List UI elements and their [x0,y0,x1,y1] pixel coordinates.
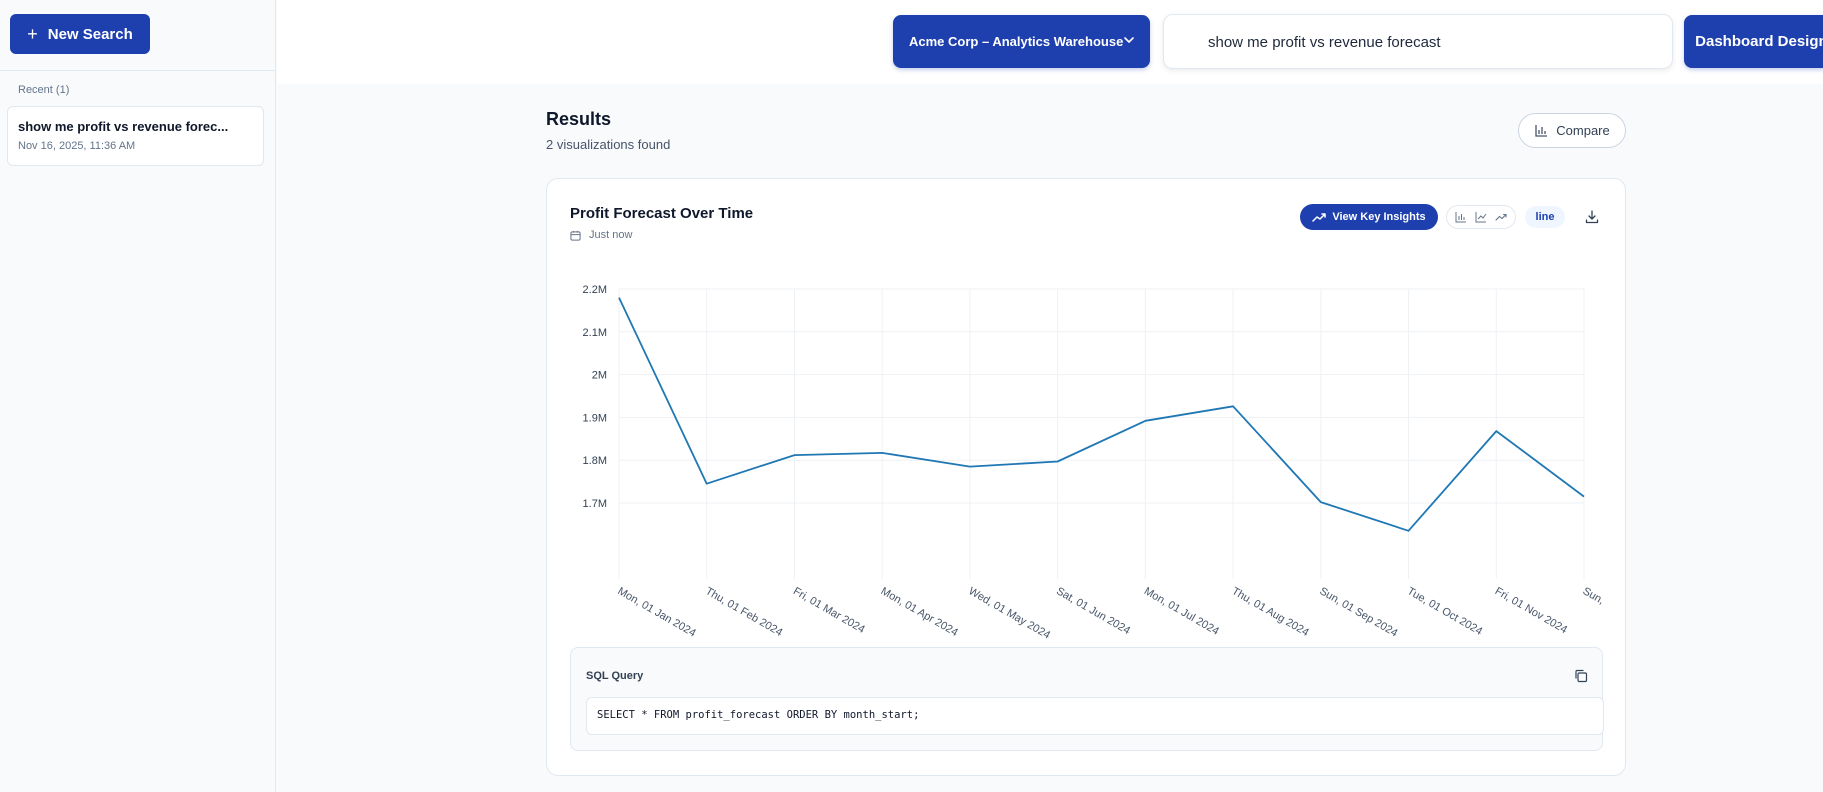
results-title: Results [546,109,612,129]
bar-chart-icon [1535,124,1548,137]
y-tick-label: 2.2M [583,284,607,296]
series-line-profit [618,297,1585,532]
sidebar-divider [0,70,276,71]
card-title: Profit Forecast Over Time [570,205,754,222]
database-selector[interactable]: Acme Corp – Analytics Warehouse [893,15,1150,68]
compare-label: Compare [1556,123,1610,138]
database-label: Acme Corp – Analytics Warehouse [909,34,1124,49]
sql-query-label: SQL Query [586,670,644,682]
timestamp-text: Just now [589,229,633,241]
results-count: 2 visualizations found [546,137,671,152]
x-tick-label: Thu, 01 Feb 2024 [703,585,784,639]
y-tick-label: 1.9M [583,412,607,424]
line-chart-icon[interactable] [1471,207,1491,227]
sql-query-code: SELECT * FROM profit_forecast ORDER BY m… [586,697,1604,735]
search-query-box[interactable] [1163,14,1673,69]
dashboard-designer-button[interactable]: Dashboard Designer [1684,15,1823,68]
x-axis-labels: Mon, 01 Jan 2024 Thu, 01 Feb 2024 Fri, 01 … [616,585,1628,641]
x-tick-label: Thu, 01 Aug 2024 [1230,585,1311,639]
recent-search-title: show me profit vs revenue forec... [18,119,229,134]
plus-icon: + [27,24,38,44]
x-tick-label: Mon, 01 Jul 2024 [1142,585,1221,638]
recent-label: Recent (1) [18,84,70,96]
download-icon[interactable] [1580,205,1604,229]
x-tick-label: Mon, 01 Jan 2024 [616,585,698,639]
x-tick-label: Tue, 01 Oct 2024 [1405,585,1484,638]
top-bar: Acme Corp – Analytics Warehouse Dashboar… [277,0,1823,84]
calendar-icon [570,230,581,241]
chart-type-toggle [1446,205,1516,229]
insights-label: View Key Insights [1332,211,1426,223]
new-search-button[interactable]: + New Search [10,14,150,54]
chevron-down-icon [1124,37,1134,43]
y-tick-label: 2.1M [583,327,607,339]
y-tick-label: 1.8M [583,455,607,467]
chart-type-badge: line [1525,206,1565,228]
x-tick-label: Sat, 01 Jun 2024 [1054,585,1132,637]
sql-query-panel: SQL Query SELECT * FROM profit_forecast … [570,647,1604,751]
trend-chart-icon[interactable] [1491,207,1511,227]
y-tick-label: 1.7M [583,498,607,510]
x-tick-label: Fri, 01 Mar 2024 [791,585,867,636]
copy-icon[interactable] [1571,666,1591,686]
y-tick-label: 2M [592,370,607,382]
visualization-card: Profit Forecast Over Time Just now View … [546,178,1626,776]
recent-search-item[interactable]: show me profit vs revenue forec... Nov 1… [7,106,264,166]
x-tick-label: Wed, 01 May 2024 [966,585,1052,641]
x-tick-label: Fri, 01 Nov 2024 [1493,585,1569,636]
compare-button[interactable]: Compare [1518,113,1626,148]
bar-chart-icon[interactable] [1451,207,1471,227]
view-key-insights-button[interactable]: View Key Insights [1300,204,1438,230]
search-input[interactable] [1208,31,1648,53]
sidebar: + New Search Recent (1) show me profit v… [0,0,276,792]
trending-up-icon [1312,213,1327,222]
recent-search-date: Nov 16, 2025, 11:36 AM [18,140,136,152]
new-search-label: New Search [47,25,133,43]
card-timestamp: Just now [570,229,632,241]
x-tick-label: Sun, 01 Sep 2024 [1317,585,1399,639]
x-tick-label: Sun, 01 Dec 2024 [1581,585,1628,639]
x-tick-label: Mon, 01 Apr 2024 [879,585,960,639]
